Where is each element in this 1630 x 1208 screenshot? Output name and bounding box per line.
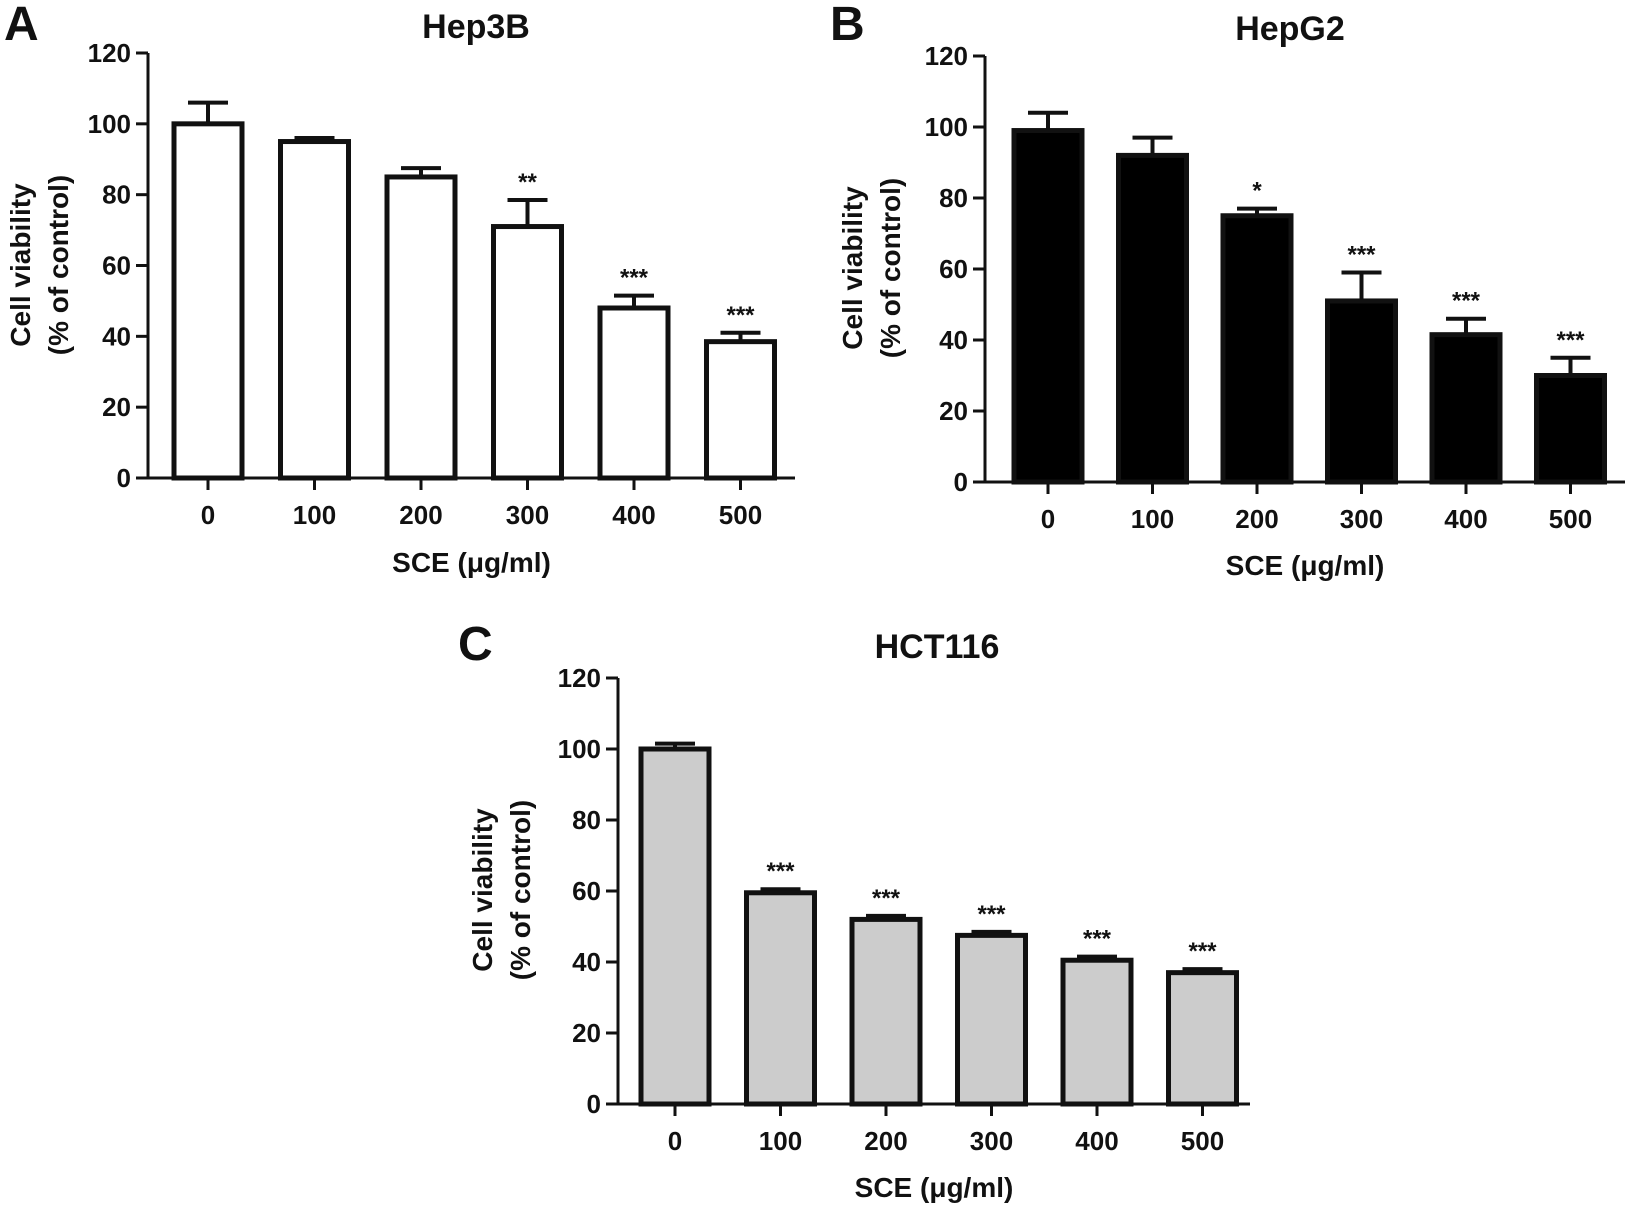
x-tick-label: 300 [1340, 504, 1383, 534]
y-tick-label: 80 [102, 180, 131, 210]
x-tick-label: 100 [1131, 504, 1174, 534]
y-tick-label: 100 [925, 112, 968, 142]
chart-title: HepG2 [1235, 10, 1345, 48]
significance-label: *** [1452, 288, 1481, 315]
bar [597, 305, 671, 481]
y-tick-label: 0 [117, 463, 131, 493]
x-tick-label: 500 [719, 500, 762, 530]
bar [1220, 213, 1294, 485]
y-tick-label: 120 [558, 663, 601, 693]
y-axis-subtitle: (% of control) [875, 178, 906, 358]
panel-c: C HCT116 0 20 40 60 80 100 120 0 100 *** 200 *** 300 **… [458, 618, 1250, 1203]
y-tick-label: 120 [925, 41, 968, 71]
panel-letter: A [4, 0, 39, 51]
bar [1429, 332, 1503, 485]
chart-title: HCT116 [875, 628, 1000, 666]
y-tick-label: 40 [572, 947, 601, 977]
x-axis-title: SCE (μg/ml) [1226, 550, 1385, 581]
bar [1060, 957, 1134, 1107]
bar [704, 339, 777, 481]
significance-label: *** [1347, 242, 1376, 269]
x-axis-title: SCE (μg/ml) [392, 547, 551, 578]
x-tick-label: 400 [1075, 1126, 1118, 1156]
panel-letter: C [458, 618, 493, 671]
x-axis-title: SCE (μg/ml) [855, 1172, 1014, 1203]
y-tick-label: 60 [102, 251, 131, 281]
bar [1011, 128, 1085, 485]
bar [744, 890, 817, 1107]
bar [171, 121, 245, 481]
x-tick-label: 200 [864, 1126, 907, 1156]
y-tick-label: 60 [572, 876, 601, 906]
y-tick-label: 20 [572, 1018, 601, 1048]
bar [1116, 152, 1189, 485]
x-tick-label: 100 [759, 1126, 802, 1156]
significance-label: *** [1556, 327, 1585, 354]
x-tick-label: 300 [506, 500, 549, 530]
y-tick-label: 40 [939, 325, 968, 355]
bar [955, 932, 1028, 1107]
y-axis-subtitle: (% of control) [43, 175, 74, 355]
x-tick-label: 0 [1041, 504, 1055, 534]
y-tick-label: 100 [558, 734, 601, 764]
significance-label: *** [1188, 938, 1217, 965]
y-tick-label: 80 [572, 805, 601, 835]
y-tick-label: 60 [939, 254, 968, 284]
bar [491, 224, 564, 481]
significance-label: *** [872, 885, 901, 912]
panel-a: A Hep3B 0 20 40 60 80 100 120 0 100 200 300 ** 400 *** 5… [4, 0, 795, 578]
significance-label: *** [726, 302, 755, 329]
y-axis-title: Cell viability [467, 808, 498, 972]
bar [1534, 373, 1607, 485]
x-tick-label: 0 [668, 1126, 682, 1156]
significance-label: *** [620, 265, 649, 292]
y-tick-label: 120 [88, 38, 131, 68]
y-tick-label: 40 [102, 321, 131, 351]
y-axis-title: Cell viability [5, 183, 36, 347]
bar [849, 916, 923, 1107]
significance-label: * [1252, 178, 1262, 205]
panel-letter: B [830, 0, 865, 51]
significance-label: ** [518, 169, 537, 196]
bar [638, 746, 712, 1107]
x-tick-label: 400 [1444, 504, 1487, 534]
x-tick-label: 100 [293, 500, 336, 530]
significance-label: *** [766, 858, 795, 885]
panel-b: B HepG2 0 20 40 60 80 100 120 0 100 200 * 300 *** 400 **… [830, 0, 1625, 581]
bar [278, 139, 351, 481]
x-tick-label: 500 [1549, 504, 1592, 534]
chart-title: Hep3B [422, 8, 530, 46]
x-tick-label: 200 [399, 500, 442, 530]
y-tick-label: 100 [88, 109, 131, 139]
y-tick-label: 20 [102, 392, 131, 422]
x-tick-label: 500 [1181, 1126, 1224, 1156]
x-tick-label: 300 [970, 1126, 1013, 1156]
significance-label: *** [1083, 926, 1112, 953]
y-tick-label: 0 [954, 467, 968, 497]
x-tick-label: 200 [1235, 504, 1278, 534]
bar [1325, 298, 1398, 485]
bar [384, 174, 458, 481]
y-tick-label: 80 [939, 183, 968, 213]
x-tick-label: 400 [612, 500, 655, 530]
y-axis-subtitle: (% of control) [505, 800, 536, 980]
y-tick-label: 0 [587, 1089, 601, 1119]
significance-label: *** [977, 901, 1006, 928]
x-tick-label: 0 [201, 500, 215, 530]
y-axis-title: Cell viability [837, 186, 868, 350]
bar [1166, 970, 1239, 1107]
y-tick-label: 20 [939, 396, 968, 426]
